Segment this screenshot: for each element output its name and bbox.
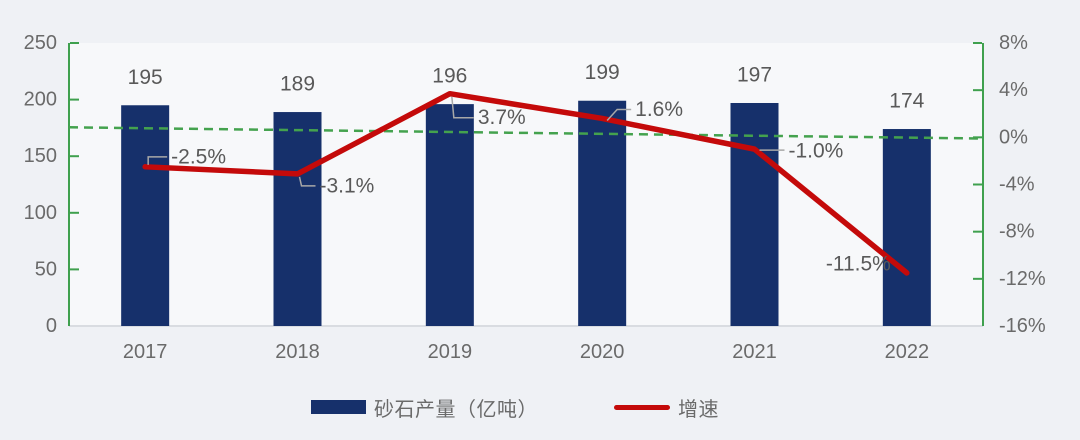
left-axis-tick-label: 200 [24,89,57,111]
x-axis-category-label: 2020 [580,341,625,363]
label-leader-line [606,108,632,121]
bar-2022 [882,129,931,326]
right-axis-tick-label: 4% [999,79,1028,101]
bar-value-label: 196 [432,65,467,88]
x-axis-category-label: 2018 [275,341,320,363]
bar-2019 [425,104,474,327]
left-axis-tick-label: 250 [24,32,57,54]
bar-value-label: 197 [737,63,772,86]
growth-point-label: -2.5% [171,145,226,168]
right-axis-tick-label: -16% [999,315,1046,337]
label-leader-line [298,176,316,187]
bar-value-label: 174 [889,90,924,113]
legend-item-growth-rate: 增速 [614,393,719,422]
left-axis-tick-label: 50 [35,258,57,280]
legend-label-sand-production: 砂石产量（亿吨） [374,398,538,421]
bar-value-label: 199 [585,61,620,84]
x-axis-category-label: 2022 [885,341,930,363]
combo-chart: 250 200 150 100 50 0 8% 4% 0% -4% -8% -12% -16% 195 18… [24,32,1046,363]
left-axis-tick-label: 0 [46,315,57,337]
zero-trend-dashed-line [68,126,984,140]
bar-series-swatch-icon [311,400,366,414]
growth-point-label: 1.6% [635,98,683,121]
chart-legend: 砂石产量（亿吨） 增速 [0,392,1055,422]
right-axis-tick-label: 0% [999,126,1028,148]
x-axis-category-label: 2017 [123,341,168,363]
growth-point-label: -1.0% [789,140,844,163]
left-axis-tick-label: 100 [24,202,57,224]
plot-area [69,43,983,326]
x-axis-category-label: 2021 [732,341,777,363]
legend-label-growth-rate: 增速 [678,398,719,421]
x-axis-category-label: 2019 [428,341,473,363]
bar-2018 [273,112,322,326]
label-leader-line [147,156,168,165]
right-axis-tick-label: -8% [999,221,1035,243]
right-axis-tick-label: 8% [999,32,1028,54]
growth-point-label: -11.5% [826,252,891,275]
bar-value-label: 189 [280,73,315,96]
label-leader-line [451,96,474,119]
right-axis-tick-label: -12% [999,268,1046,290]
line-series-swatch-icon [614,404,670,410]
bar-2017 [121,105,170,326]
growth-point-label: 3.7% [478,106,526,129]
bar-value-label: 195 [128,66,163,89]
growth-point-label: -3.1% [320,174,375,197]
growth-rate-line [142,90,910,276]
legend-item-sand-production: 砂石产量（亿吨） [311,393,538,422]
bar-2021 [730,102,779,326]
right-axis-tick-label: -4% [999,174,1035,196]
bar-2020 [578,100,627,327]
left-axis-tick-label: 150 [24,145,57,167]
